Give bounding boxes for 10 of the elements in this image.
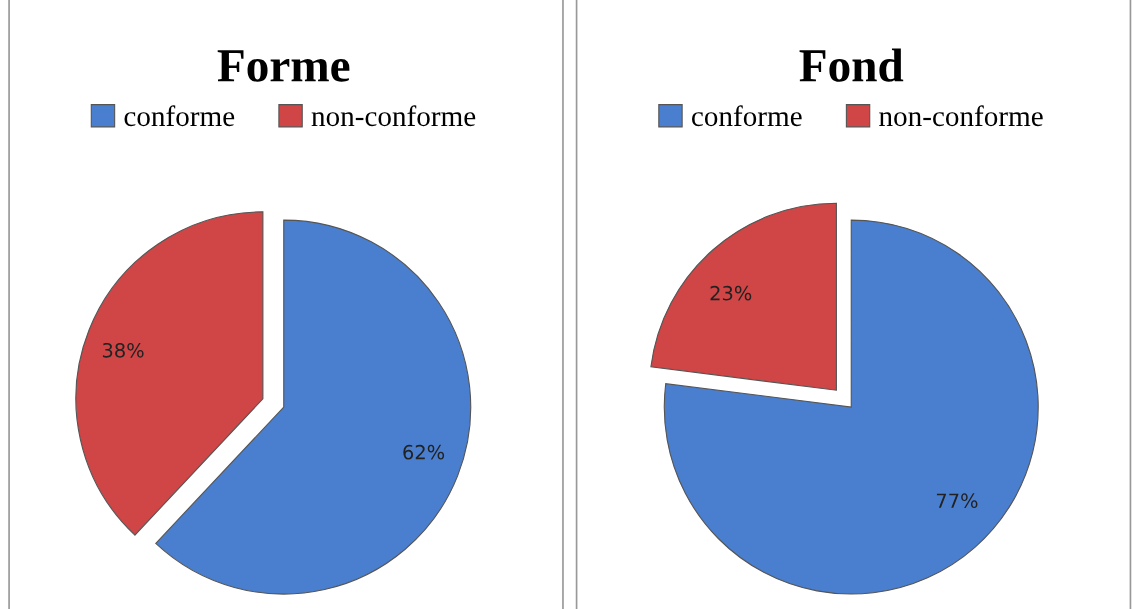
- legend-label: conforme: [124, 105, 235, 127]
- chart-title: Fond: [799, 48, 904, 82]
- data-label: 23%: [710, 285, 752, 301]
- chart-title: Forme: [217, 50, 350, 82]
- legend-label: non-conforme: [879, 105, 1043, 127]
- data-label: 38%: [102, 342, 144, 358]
- legend-label: non-conforme: [311, 105, 476, 127]
- data-label: 62%: [403, 444, 445, 460]
- legend-label: conforme: [692, 105, 802, 127]
- data-label: 77%: [936, 493, 978, 509]
